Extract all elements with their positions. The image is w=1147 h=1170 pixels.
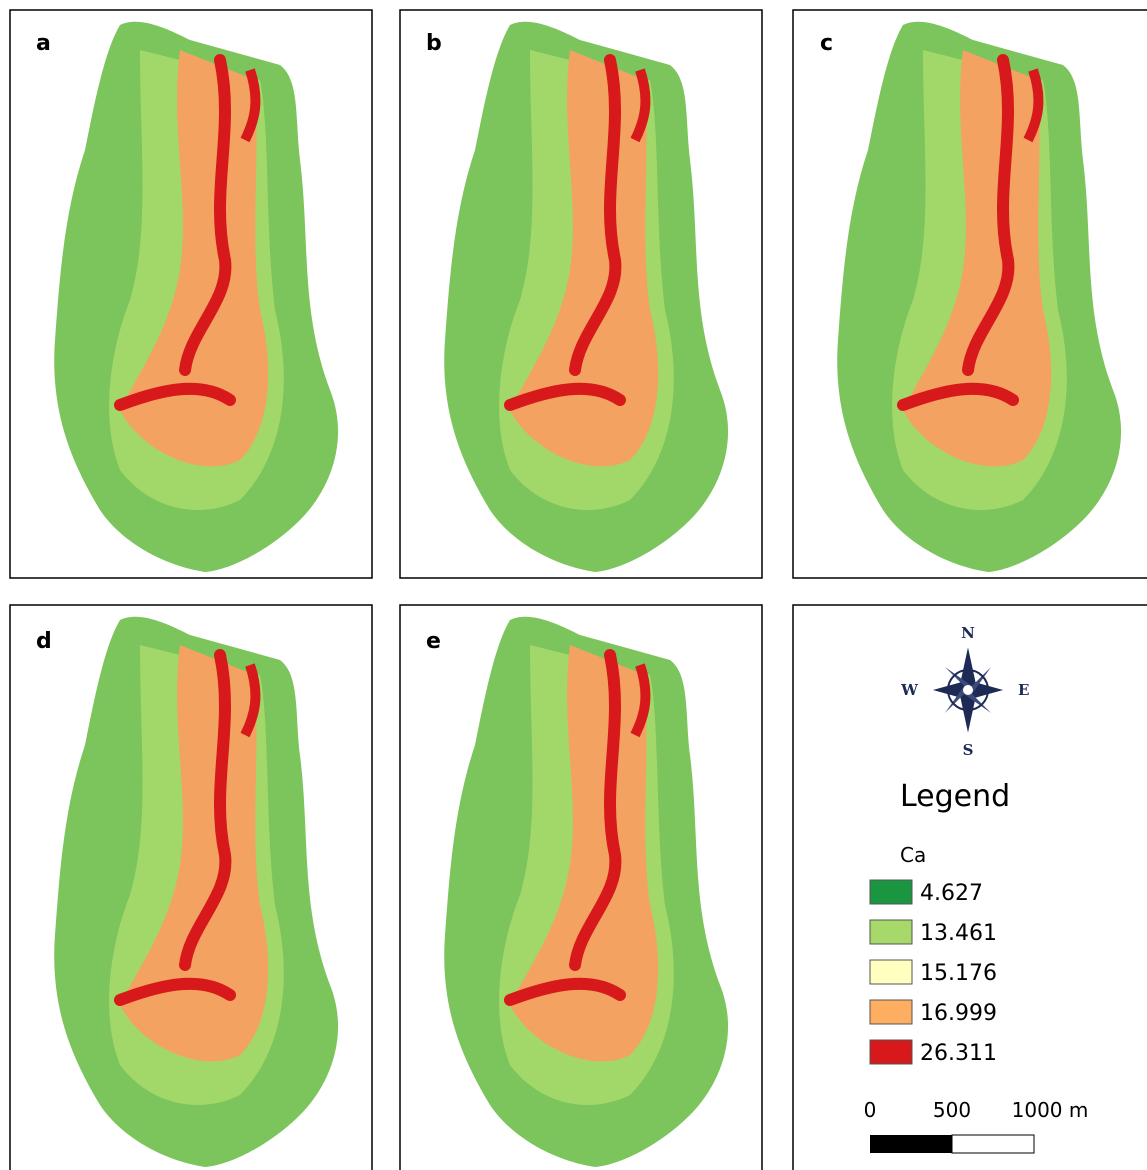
legend-label: 16.999 (920, 1001, 997, 1026)
compass: N S W E (900, 624, 1029, 759)
legend-swatch (870, 1040, 912, 1064)
panel-label: c (820, 31, 833, 56)
legend-swatch (870, 1000, 912, 1024)
legend-label: 15.176 (920, 961, 997, 986)
compass-w: W (900, 681, 919, 699)
map-d (54, 617, 338, 1167)
figure: a b c d e N S W E Legend Ca 4.627 13.461 1… (0, 0, 1147, 1170)
panel-label: a (36, 31, 51, 56)
map-b (444, 22, 728, 572)
map-a (54, 22, 338, 572)
panel-label: d (36, 629, 52, 654)
legend-label: 26.311 (920, 1041, 997, 1066)
legend-items: 4.627 13.461 15.176 16.999 26.311 (870, 880, 997, 1066)
scale-segment (870, 1135, 952, 1153)
compass-s: S (963, 741, 974, 759)
legend-label: 4.627 (920, 881, 983, 906)
compass-n: N (961, 624, 975, 642)
scale-bar: 0 500 1000 m (864, 1098, 1089, 1153)
legend-label: 13.461 (920, 921, 997, 946)
scale-label: 0 (864, 1098, 877, 1122)
scale-segment (952, 1135, 1034, 1153)
panel-label: b (426, 31, 442, 56)
map-c (837, 22, 1121, 572)
legend-swatch (870, 880, 912, 904)
legend-swatch (870, 960, 912, 984)
scale-label: 1000 m (1012, 1098, 1089, 1122)
legend-title: Legend (900, 779, 1010, 814)
panel-label: e (426, 629, 441, 654)
legend-variable: Ca (900, 843, 926, 867)
scale-label: 500 (933, 1098, 971, 1122)
compass-e: E (1018, 681, 1029, 699)
legend-swatch (870, 920, 912, 944)
map-e (444, 617, 728, 1167)
